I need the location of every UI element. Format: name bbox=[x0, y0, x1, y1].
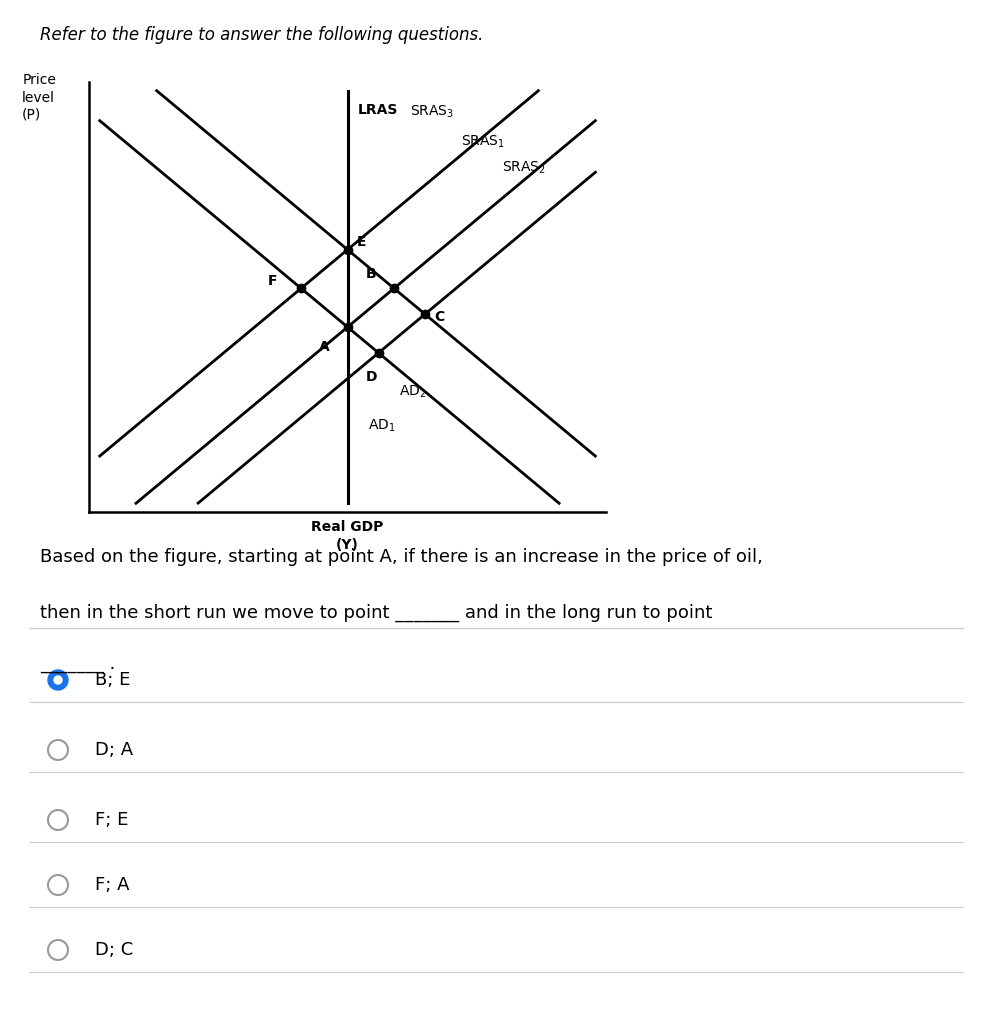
Text: C: C bbox=[434, 309, 445, 324]
Text: B; E: B; E bbox=[95, 671, 130, 689]
Text: AD$_1$: AD$_1$ bbox=[368, 418, 396, 434]
Text: AD$_2$: AD$_2$ bbox=[399, 383, 427, 399]
Text: D; A: D; A bbox=[95, 741, 133, 759]
Text: Price
level
(P): Price level (P) bbox=[22, 74, 57, 122]
Text: SRAS$_2$: SRAS$_2$ bbox=[502, 160, 546, 176]
Text: D: D bbox=[365, 370, 377, 384]
Text: B: B bbox=[365, 266, 376, 281]
Text: D; C: D; C bbox=[95, 941, 133, 959]
Text: _______ .: _______ . bbox=[40, 655, 115, 674]
X-axis label: Real GDP
(Y): Real GDP (Y) bbox=[312, 520, 383, 552]
Text: SRAS$_1$: SRAS$_1$ bbox=[461, 134, 505, 151]
Text: F; A: F; A bbox=[95, 876, 129, 894]
Text: A: A bbox=[319, 340, 330, 353]
Text: LRAS: LRAS bbox=[357, 103, 398, 118]
Text: Refer to the figure to answer the following questions.: Refer to the figure to answer the follow… bbox=[40, 26, 484, 44]
Text: F; E: F; E bbox=[95, 811, 128, 829]
Circle shape bbox=[48, 670, 68, 690]
Text: E: E bbox=[356, 236, 366, 249]
Text: F: F bbox=[267, 273, 277, 288]
Circle shape bbox=[54, 676, 62, 684]
Text: Based on the figure, starting at point A, if there is an increase in the price o: Based on the figure, starting at point A… bbox=[40, 548, 763, 566]
Text: SRAS$_3$: SRAS$_3$ bbox=[409, 103, 454, 120]
Text: then in the short run we move to point _______ and in the long run to point: then in the short run we move to point _… bbox=[40, 604, 712, 623]
